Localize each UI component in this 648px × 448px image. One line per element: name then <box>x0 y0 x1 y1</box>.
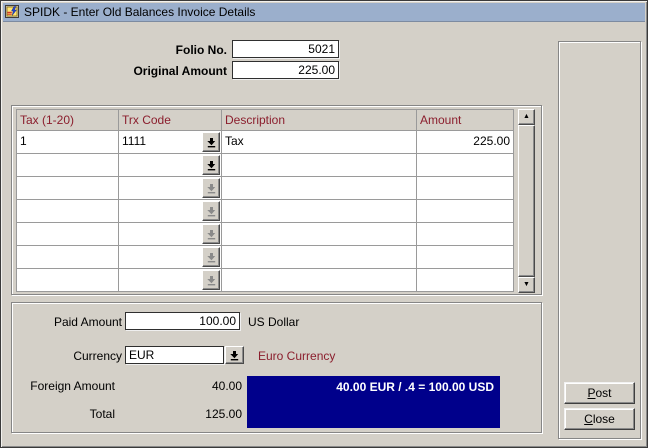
original-amount-label: Original Amount <box>133 64 227 78</box>
amount-cell[interactable] <box>417 269 514 292</box>
currency-dropdown-button[interactable] <box>225 346 244 364</box>
currency-input[interactable] <box>125 346 224 364</box>
close-button[interactable]: Close <box>564 408 635 430</box>
description-cell[interactable] <box>222 200 417 223</box>
foreign-amount-value: 40.00 <box>211 379 242 393</box>
window-title: SPIDK - Enter Old Balances Invoice Detai… <box>24 5 256 19</box>
amount-cell[interactable]: 225.00 <box>417 131 514 154</box>
column-header-tax: Tax (1-20) <box>17 110 119 131</box>
currency-label: Currency <box>73 349 122 363</box>
trx-code-value: 1111 <box>122 134 147 148</box>
foreign-amount-label: Foreign Amount <box>30 379 115 393</box>
trx-code-dropdown-button[interactable] <box>202 132 220 152</box>
trx-code-dropdown-button <box>202 270 220 290</box>
description-cell[interactable]: Tax <box>222 131 417 154</box>
conversion-text: 40.00 EUR / .4 = 100.00 USD <box>336 380 494 394</box>
trx-code-cell[interactable] <box>119 269 222 292</box>
conversion-display: 40.00 EUR / .4 = 100.00 USD <box>247 376 500 428</box>
action-frame: Post Close <box>558 41 641 439</box>
invoice-table: Tax (1-20) Trx Code Description Amount 1… <box>16 109 514 292</box>
scrollbar-thumb[interactable] <box>518 125 535 277</box>
tax-cell[interactable] <box>17 200 119 223</box>
tax-cell[interactable]: 1 <box>17 131 119 154</box>
original-amount-input[interactable] <box>232 61 339 79</box>
paid-amount-label: Paid Amount <box>53 315 122 329</box>
trx-code-cell[interactable]: 1111 <box>119 131 222 154</box>
title-bar[interactable]: SPIDK - Enter Old Balances Invoice Detai… <box>3 3 645 22</box>
table-row <box>17 177 514 200</box>
table-header-row: Tax (1-20) Trx Code Description Amount <box>17 110 514 131</box>
column-header-amount: Amount <box>417 110 514 131</box>
trx-code-cell[interactable] <box>119 223 222 246</box>
table-row <box>17 246 514 269</box>
table-row <box>17 154 514 177</box>
tax-cell[interactable] <box>17 223 119 246</box>
table-row <box>17 223 514 246</box>
trx-code-cell[interactable] <box>119 154 222 177</box>
trx-code-cell[interactable] <box>119 177 222 200</box>
column-header-trx-code: Trx Code <box>119 110 222 131</box>
tax-cell[interactable] <box>17 269 119 292</box>
payment-frame: Paid Amount US Dollar Currency Euro Curr… <box>11 302 542 433</box>
post-button-label: Post <box>587 386 612 400</box>
description-cell[interactable] <box>222 246 417 269</box>
tax-cell[interactable] <box>17 246 119 269</box>
description-cell[interactable] <box>222 223 417 246</box>
total-value: 125.00 <box>205 407 242 421</box>
tax-cell[interactable] <box>17 177 119 200</box>
trx-code-cell[interactable] <box>119 200 222 223</box>
table-row <box>17 269 514 292</box>
table-row <box>17 200 514 223</box>
amount-cell[interactable] <box>417 154 514 177</box>
invoice-table-frame: Tax (1-20) Trx Code Description Amount 1… <box>11 105 542 295</box>
table-row: 1 1111 Tax 225.00 <box>17 131 514 154</box>
total-label: Total <box>89 407 115 421</box>
description-cell[interactable] <box>222 269 417 292</box>
amount-cell[interactable] <box>417 223 514 246</box>
paid-amount-input[interactable] <box>125 312 240 330</box>
amount-cell[interactable] <box>417 246 514 269</box>
trx-code-dropdown-button <box>202 178 220 198</box>
table-scrollbar[interactable]: ▲ ▼ <box>518 109 535 293</box>
folio-input[interactable] <box>232 40 339 58</box>
folio-label: Folio No. <box>175 43 227 57</box>
paid-currency-note: US Dollar <box>248 315 300 329</box>
amount-cell[interactable] <box>417 200 514 223</box>
app-icon <box>5 4 21 20</box>
trx-code-cell[interactable] <box>119 246 222 269</box>
description-cell[interactable] <box>222 154 417 177</box>
tax-cell[interactable] <box>17 154 119 177</box>
currency-note: Euro Currency <box>258 349 336 363</box>
column-header-description: Description <box>222 110 417 131</box>
trx-code-dropdown-button <box>202 247 220 267</box>
amount-cell[interactable] <box>417 177 514 200</box>
description-cell[interactable] <box>222 177 417 200</box>
close-button-label: Close <box>584 412 615 426</box>
scroll-down-icon[interactable]: ▼ <box>518 277 535 293</box>
scroll-up-icon[interactable]: ▲ <box>518 109 535 125</box>
post-button[interactable]: Post <box>564 382 635 404</box>
trx-code-dropdown-button <box>202 201 220 221</box>
trx-code-dropdown-button <box>202 224 220 244</box>
trx-code-dropdown-button[interactable] <box>202 155 220 175</box>
